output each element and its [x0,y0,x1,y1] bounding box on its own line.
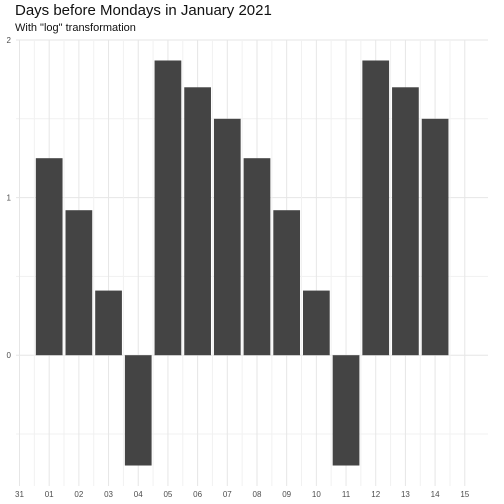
bar-13 [392,87,419,356]
bar-03 [95,290,122,356]
bar-04 [124,355,152,466]
bar-10 [302,290,330,356]
bar-02 [65,210,93,356]
bar-09 [273,210,301,356]
x-tick-label: 12 [371,490,380,499]
bar-07 [213,118,241,356]
chart-subtitle: With "log" transformation [15,22,136,34]
x-tick-label: 08 [253,490,262,499]
x-tick-label: 09 [282,490,291,499]
x-tick-label: 04 [134,490,143,499]
bar-14 [421,118,449,356]
y-tick-label: 0 [7,351,12,360]
y-tick-label: 2 [7,36,12,45]
chart-title: Days before Mondays in January 2021 [15,2,272,19]
bar-05 [154,60,182,356]
x-tick-label: 02 [74,490,83,499]
bar-12 [362,60,390,356]
x-tick-label: 31 [15,490,24,499]
x-tick-label: 10 [312,490,321,499]
x-tick-label: 13 [401,490,410,499]
x-tick-label: 01 [45,490,54,499]
x-tick-label: 14 [431,490,440,499]
bar-01 [35,158,63,356]
bar-06 [184,87,211,356]
x-tick-label: 03 [104,490,113,499]
y-tick-label: 1 [7,194,12,203]
x-tick-label: 05 [163,490,172,499]
x-tick-label: 06 [193,490,202,499]
bar-11 [332,355,360,466]
bar-08 [243,158,271,356]
x-tick-label: 07 [223,490,232,499]
x-tick-label: 15 [460,490,469,499]
x-tick-label: 11 [342,490,351,499]
